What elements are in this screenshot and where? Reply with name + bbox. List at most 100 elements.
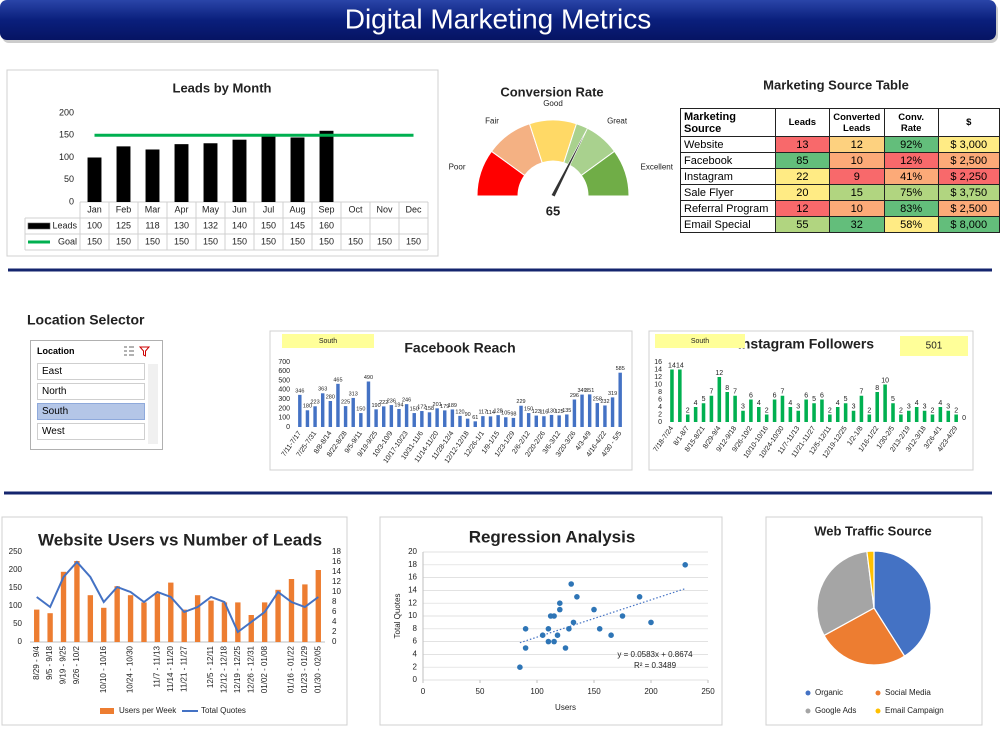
- chart-title: Conversion Rate: [500, 84, 603, 99]
- data-label: 246: [402, 398, 411, 404]
- bar: [174, 144, 189, 202]
- bar: [875, 392, 879, 422]
- point: [566, 626, 572, 632]
- point: [562, 645, 569, 651]
- y-tick-label: 10: [332, 587, 341, 596]
- scrollbar[interactable]: [148, 364, 158, 444]
- pie-slice: [816, 550, 875, 637]
- y-tick-label: 150: [59, 130, 74, 140]
- slicer-item[interactable]: East: [37, 363, 145, 380]
- bar: [587, 394, 592, 427]
- bar: [685, 414, 690, 422]
- x-tick-label: 11/14 - 11/20: [166, 645, 175, 692]
- x-tick-label: 150: [587, 687, 601, 696]
- data-label: 190: [371, 403, 380, 409]
- bar: [796, 410, 801, 422]
- y-tick-label: 600: [278, 368, 290, 375]
- row-header: Email Special: [680, 216, 776, 233]
- bar: [867, 414, 872, 422]
- x-tick-label: 01/16 - 01/22: [287, 645, 296, 693]
- bar: [749, 399, 753, 422]
- bar: [343, 406, 348, 427]
- table-cell: 58%: [883, 216, 939, 233]
- table-value: 150: [290, 236, 305, 246]
- slicer-icons: [124, 346, 151, 357]
- x-tick-label: Apr: [174, 204, 188, 214]
- data-label: 189: [448, 403, 457, 409]
- point: [591, 606, 597, 613]
- x-tick-label: 9/26 - 10/2: [72, 645, 81, 684]
- y-tick-label: 12: [332, 577, 341, 586]
- bar: [938, 407, 943, 422]
- data-label: 236: [387, 399, 396, 405]
- table-cell: 41%: [883, 168, 939, 185]
- legend-label: Leads: [52, 220, 77, 230]
- slicer-item[interactable]: South: [37, 403, 145, 420]
- slicer-item[interactable]: West: [37, 423, 145, 440]
- data-label: 490: [364, 375, 373, 381]
- bar: [504, 417, 508, 427]
- table-row: Email Special 55 32 58% $ 8,000: [680, 216, 1000, 233]
- point: [636, 594, 643, 600]
- x-tick-label: Feb: [116, 204, 132, 214]
- y-tick-label: 8: [413, 624, 418, 633]
- bar: [843, 403, 848, 422]
- row-header: Website: [680, 136, 776, 153]
- bar: [248, 615, 254, 642]
- y-tick-label: 250: [9, 547, 23, 556]
- bar: [181, 609, 187, 642]
- bar: [820, 399, 824, 422]
- gauge-label: Good: [543, 99, 563, 108]
- data-label: 280: [326, 394, 335, 400]
- data-label: 14: [676, 362, 684, 369]
- data-label: 5: [891, 396, 895, 403]
- total-value: 501: [926, 341, 943, 352]
- data-label: 5: [844, 396, 848, 403]
- point: [545, 626, 552, 632]
- slicer-item[interactable]: North: [37, 383, 145, 400]
- data-label: 313: [349, 391, 358, 397]
- x-tick-label: 200: [644, 687, 658, 696]
- x-tick-label: 9/19 - 9/25: [59, 645, 68, 684]
- data-label: 6: [804, 392, 808, 399]
- y-tick-label: 14: [408, 586, 417, 595]
- bar: [313, 406, 317, 427]
- table-cell: 10: [828, 152, 885, 169]
- gauge-band: [580, 150, 630, 197]
- bar: [374, 409, 378, 427]
- bar: [549, 414, 554, 427]
- data-label: 465: [333, 377, 342, 383]
- annotation: R² = 0.3489: [634, 661, 677, 670]
- x-tick-label: Nov: [376, 204, 393, 214]
- bar: [542, 416, 546, 427]
- bar: [954, 414, 958, 422]
- bar: [60, 571, 67, 642]
- data-label: 3: [907, 404, 911, 411]
- bar: [412, 413, 416, 427]
- data-label: 2: [828, 407, 832, 414]
- bar: [780, 395, 785, 422]
- bar: [946, 410, 951, 422]
- bar: [203, 143, 218, 202]
- table-cell: 10: [828, 200, 885, 217]
- data-label: 319: [608, 391, 617, 397]
- point: [557, 600, 563, 606]
- pie-slice: [823, 607, 906, 666]
- bar: [496, 415, 500, 427]
- data-label: 3: [946, 404, 950, 411]
- x-tick-label: Oct: [348, 204, 363, 214]
- bar: [580, 394, 584, 427]
- table-cell: 85: [774, 152, 830, 169]
- data-label: 258: [593, 396, 602, 402]
- x-tick-label: 0: [421, 687, 426, 696]
- data-label: 3: [852, 404, 856, 411]
- table-value: 150: [203, 236, 218, 246]
- bar: [87, 595, 94, 642]
- point: [619, 613, 626, 619]
- data-label: 180: [303, 404, 312, 410]
- row-header: Referral Program: [680, 200, 776, 217]
- bar: [678, 369, 682, 422]
- y-tick-label: 10: [408, 611, 417, 620]
- data-label: 150: [524, 407, 533, 413]
- table-value: 150: [174, 236, 189, 246]
